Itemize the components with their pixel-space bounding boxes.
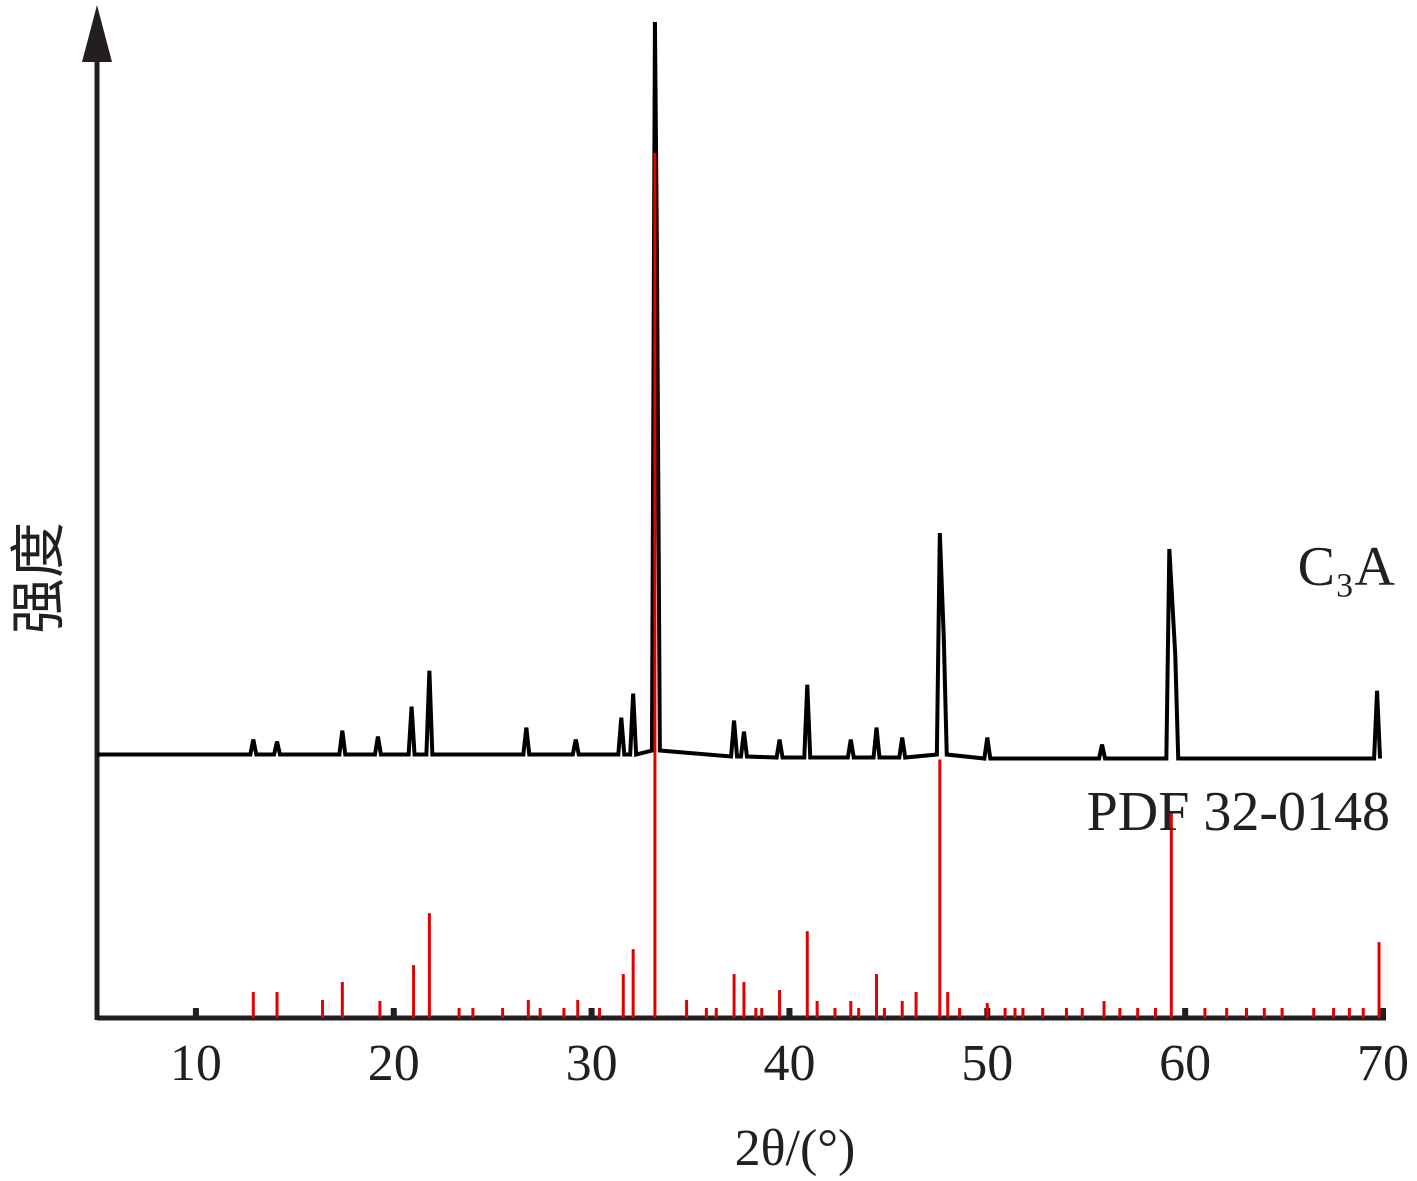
series-label: PDF 32-0148 bbox=[1087, 781, 1390, 843]
x-tick-label: 20 bbox=[368, 1035, 420, 1092]
y-axis-label: 强度 bbox=[9, 522, 71, 634]
y-axis-arrow bbox=[82, 5, 112, 62]
x-axis-label: 2θ/(°) bbox=[735, 1120, 856, 1177]
series-label: C₃A bbox=[1298, 536, 1396, 598]
x-tick-label: 50 bbox=[961, 1035, 1013, 1092]
x-tick-label: 10 bbox=[170, 1035, 222, 1092]
x-tick-label: 40 bbox=[763, 1035, 815, 1092]
pattern-line bbox=[97, 21, 1383, 761]
x-tick-label: 30 bbox=[566, 1035, 618, 1092]
x-tick-label: 70 bbox=[1357, 1035, 1409, 1092]
x-tick-label: 60 bbox=[1159, 1035, 1211, 1092]
